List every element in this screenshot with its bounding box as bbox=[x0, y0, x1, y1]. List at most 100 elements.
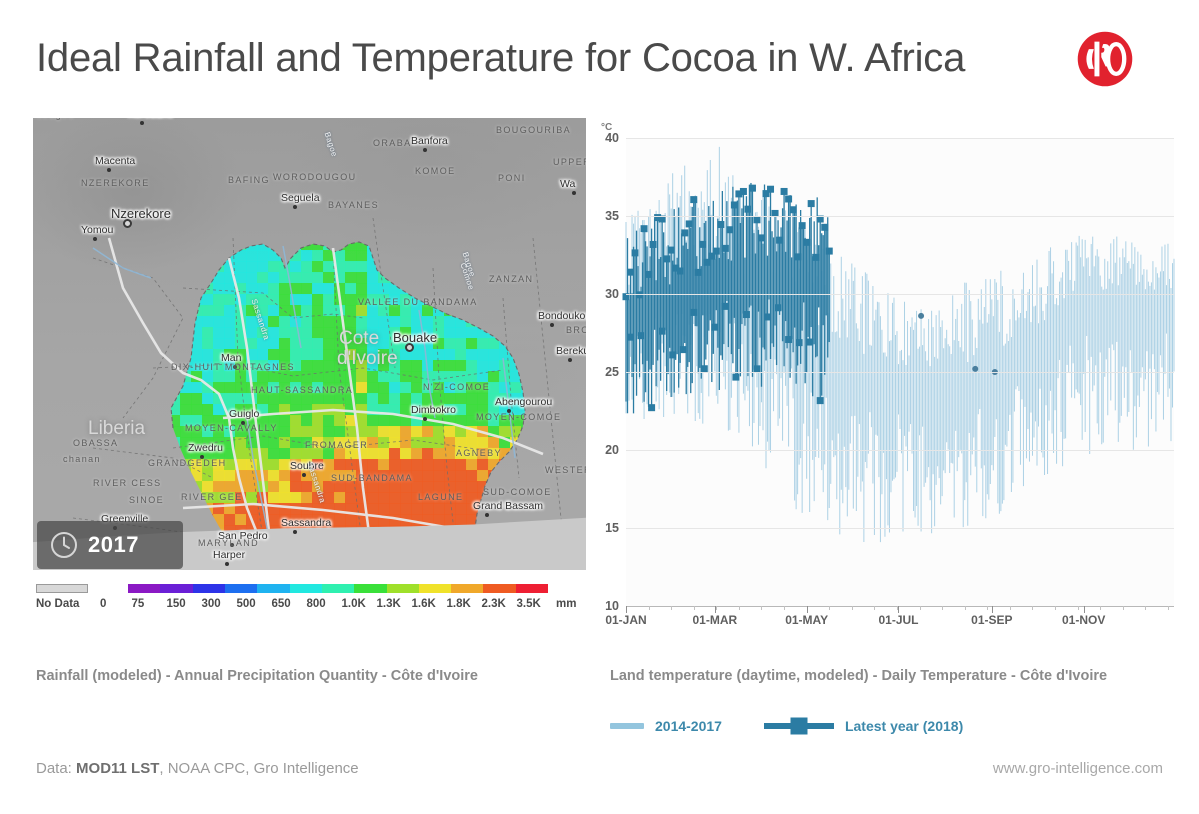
map-label-moyen-comoe: MOYEN-COMOE bbox=[476, 412, 562, 422]
x-minor-tick bbox=[761, 606, 763, 610]
x-minor-tick bbox=[738, 606, 740, 610]
legend-tick-300: 300 bbox=[201, 598, 221, 610]
x-minor-tick bbox=[1077, 606, 1079, 610]
legend-tick-1.8K: 1.8K bbox=[446, 598, 471, 610]
legend-item-historical[interactable]: 2014-2017 bbox=[610, 718, 764, 734]
map-label-macenta: Macenta bbox=[95, 155, 136, 167]
legend-tick-1.3K: 1.3K bbox=[376, 598, 401, 610]
map-city-marker bbox=[423, 417, 427, 421]
x-minor-tick bbox=[987, 606, 989, 610]
map-city-marker bbox=[550, 323, 554, 327]
y-tick-30: 30 bbox=[605, 287, 619, 301]
y-tick-25: 25 bbox=[605, 365, 619, 379]
y-tick-40: 40 bbox=[605, 131, 619, 145]
data-prefix: Data: bbox=[36, 760, 77, 777]
x-minor-tick bbox=[919, 606, 921, 610]
data-sources: Data: MOD11 LST, NOAA CPC, Gro Intellige… bbox=[36, 760, 359, 777]
legend-no-data-label: No Data bbox=[36, 598, 80, 610]
map-label-chanan: chanan bbox=[63, 454, 101, 464]
map-label-bafing: BAFING bbox=[228, 175, 270, 185]
map-label-river-cess: RIVER CESS bbox=[93, 478, 162, 488]
x-minor-tick bbox=[1009, 606, 1011, 610]
map-label-banfora: Banfora bbox=[411, 135, 448, 147]
map-label-bayanes: BAYANES bbox=[328, 200, 379, 210]
x-minor-tick bbox=[1167, 606, 1169, 610]
y-tick-10: 10 bbox=[605, 599, 619, 613]
map-label-yomou: Yomou bbox=[81, 224, 114, 236]
map-city-marker bbox=[423, 148, 427, 152]
map-year-badge[interactable]: 2017 bbox=[37, 521, 183, 569]
map-label-wa: Wa bbox=[560, 178, 576, 190]
gridline-30 bbox=[626, 294, 1174, 295]
map-label-bougouriba: BOUGOURIBA bbox=[496, 125, 572, 135]
gridline-40 bbox=[626, 138, 1174, 139]
rainfall-color-band-4 bbox=[257, 584, 290, 593]
rainfall-caption: Rainfall (modeled) - Annual Precipitatio… bbox=[36, 668, 478, 684]
gridline-15 bbox=[626, 528, 1174, 529]
map-label-nzerekore: NZEREKORE bbox=[81, 178, 150, 188]
x-major-tick bbox=[806, 606, 808, 613]
x-minor-tick bbox=[716, 606, 718, 610]
x-minor-tick bbox=[1032, 606, 1034, 610]
x-axis-line bbox=[626, 606, 1174, 607]
series-outlier-dots bbox=[918, 312, 998, 375]
map-label-n-zi-comoe: N'ZI-COMOE bbox=[423, 382, 491, 392]
map-city-marker bbox=[302, 473, 306, 477]
map-city-marker bbox=[225, 562, 229, 566]
legend-swatch-latest bbox=[763, 723, 834, 729]
x-minor-tick bbox=[693, 606, 695, 610]
legend-tick-150: 150 bbox=[166, 598, 186, 610]
map-label-grandgedeh: GRANDGEDEH bbox=[148, 458, 227, 468]
map-city-marker bbox=[293, 530, 297, 534]
map-label-zwedru: Zwedru bbox=[188, 442, 224, 454]
map-city-marker bbox=[230, 543, 234, 547]
legend-label-historical: 2014-2017 bbox=[655, 718, 722, 734]
gridline-25 bbox=[626, 372, 1174, 373]
map-label-grand-bassam: Grand Bassam bbox=[473, 500, 544, 512]
x-major-tick bbox=[626, 606, 627, 613]
x-major-tick bbox=[991, 606, 993, 613]
legend-unit-label: mm bbox=[556, 598, 577, 610]
precipitation-raster bbox=[72, 217, 564, 570]
map-label-man: Man bbox=[221, 352, 242, 364]
map-label-sassandra: Sassandra bbox=[281, 517, 332, 529]
legend-swatch-historical bbox=[610, 723, 644, 729]
map-label-oraba: ORABA bbox=[373, 138, 412, 148]
map-label-zanzan: ZANZAN bbox=[489, 274, 534, 284]
x-minor-tick bbox=[671, 606, 673, 610]
rainfall-legend: No Data 0 75 150 300 500 650 800 1.0K 1.3K 1.6K 1.8… bbox=[36, 580, 592, 612]
map-label-nzerekore: Nzerekore bbox=[111, 206, 171, 221]
map-label-harper: Harper bbox=[213, 549, 246, 561]
data-source-primary: MOD11 LST bbox=[76, 760, 160, 777]
legend-tick-800: 800 bbox=[306, 598, 326, 610]
map-year-label: 2017 bbox=[88, 532, 139, 557]
map-label-bondoukou: Bondoukou bbox=[538, 310, 586, 322]
legend-item-latest[interactable]: Latest year (2018) bbox=[763, 718, 1005, 734]
chart-plot-area[interactable]: 40 35 30 25 20 15 10 bbox=[605, 131, 1175, 613]
map-city-marker bbox=[123, 219, 132, 228]
map-label-moyen-cavally: MOYEN-CAVALLY bbox=[185, 423, 278, 433]
legend-tick-1.6K: 1.6K bbox=[411, 598, 436, 610]
gridline-20 bbox=[626, 450, 1174, 451]
legend-tick-500: 500 bbox=[236, 598, 256, 610]
temperature-caption: Land temperature (daytime, modeled) - Da… bbox=[610, 668, 1108, 684]
x-minor-tick bbox=[1055, 606, 1057, 610]
map-label-bouake: Bouake bbox=[393, 330, 438, 345]
rainfall-color-band-9 bbox=[418, 584, 452, 593]
map-city-marker bbox=[293, 205, 297, 209]
temperature-chart[interactable]: °C 40 35 30 25 20 15 10 01-JAN 01-MAR 01-MAY 01-J… bbox=[598, 118, 1178, 627]
rainfall-map[interactable]: KANKANidougouKerouaneMacentaNZEREKORENze… bbox=[33, 118, 586, 570]
map-label-cote: Cote bbox=[339, 328, 380, 349]
map-label-haut-sassandra: HAUT-SASSANDRA bbox=[251, 385, 354, 395]
legend-tick-75: 75 bbox=[131, 598, 145, 610]
x-minor-tick bbox=[1145, 606, 1147, 610]
map-label-sud-bandama: SUD-BANDAMA bbox=[331, 473, 413, 483]
gridline-35 bbox=[626, 216, 1174, 217]
series-latest-markers bbox=[622, 184, 833, 412]
x-minor-tick bbox=[964, 606, 966, 610]
map-city-marker bbox=[568, 358, 572, 362]
map-label-berekum: Berekum bbox=[556, 345, 586, 357]
map-label-guiglo: Guiglo bbox=[229, 408, 260, 420]
clock-icon bbox=[50, 531, 78, 559]
page-title: Ideal Rainfall and Temperature for Cocoa… bbox=[36, 36, 966, 80]
